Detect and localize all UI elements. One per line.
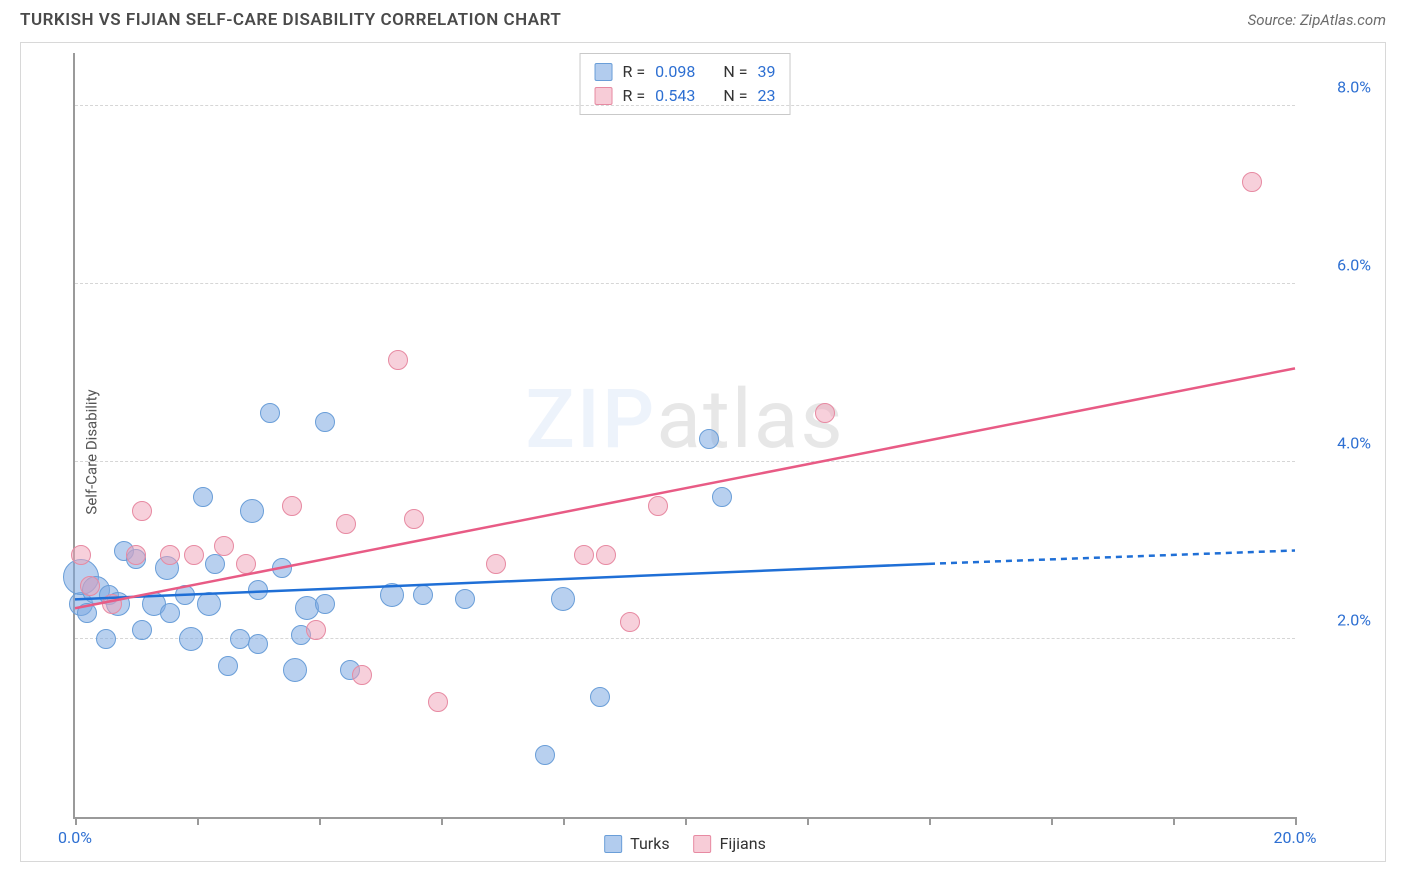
- legend-item-turks: Turks: [604, 834, 669, 853]
- x-tick-label: 0.0%: [58, 828, 92, 847]
- chart-title: TURKISH VS FIJIAN SELF-CARE DISABILITY C…: [20, 10, 561, 30]
- x-tick: [319, 817, 321, 825]
- x-tick: [1295, 817, 1297, 825]
- x-tick: [1173, 817, 1175, 825]
- y-tick-label: 2.0%: [1337, 611, 1371, 630]
- y-tick-label: 6.0%: [1337, 255, 1371, 274]
- x-tick: [441, 817, 443, 825]
- x-tick: [685, 817, 687, 825]
- plot-area: ZIPatlas R = 0.098 N = 39 R = 0.543 N = …: [73, 53, 1295, 819]
- source-label: Source: ZipAtlas.com: [1248, 11, 1386, 29]
- x-tick: [929, 817, 931, 825]
- chart-container: Self-Care Disability ZIPatlas R = 0.098 …: [20, 42, 1386, 862]
- x-tick: [563, 817, 565, 825]
- x-tick-label: 20.0%: [1274, 828, 1317, 847]
- y-tick-label: 4.0%: [1337, 433, 1371, 452]
- x-tick: [807, 817, 809, 825]
- x-tick: [197, 817, 199, 825]
- trendlines: [75, 53, 1295, 817]
- x-tick: [1051, 817, 1053, 825]
- swatch-pink: [694, 835, 712, 853]
- swatch-blue: [604, 835, 622, 853]
- series-legend: Turks Fijians: [604, 834, 766, 853]
- legend-item-fijians: Fijians: [694, 834, 766, 853]
- x-tick: [75, 817, 77, 825]
- y-tick-label: 8.0%: [1337, 78, 1371, 97]
